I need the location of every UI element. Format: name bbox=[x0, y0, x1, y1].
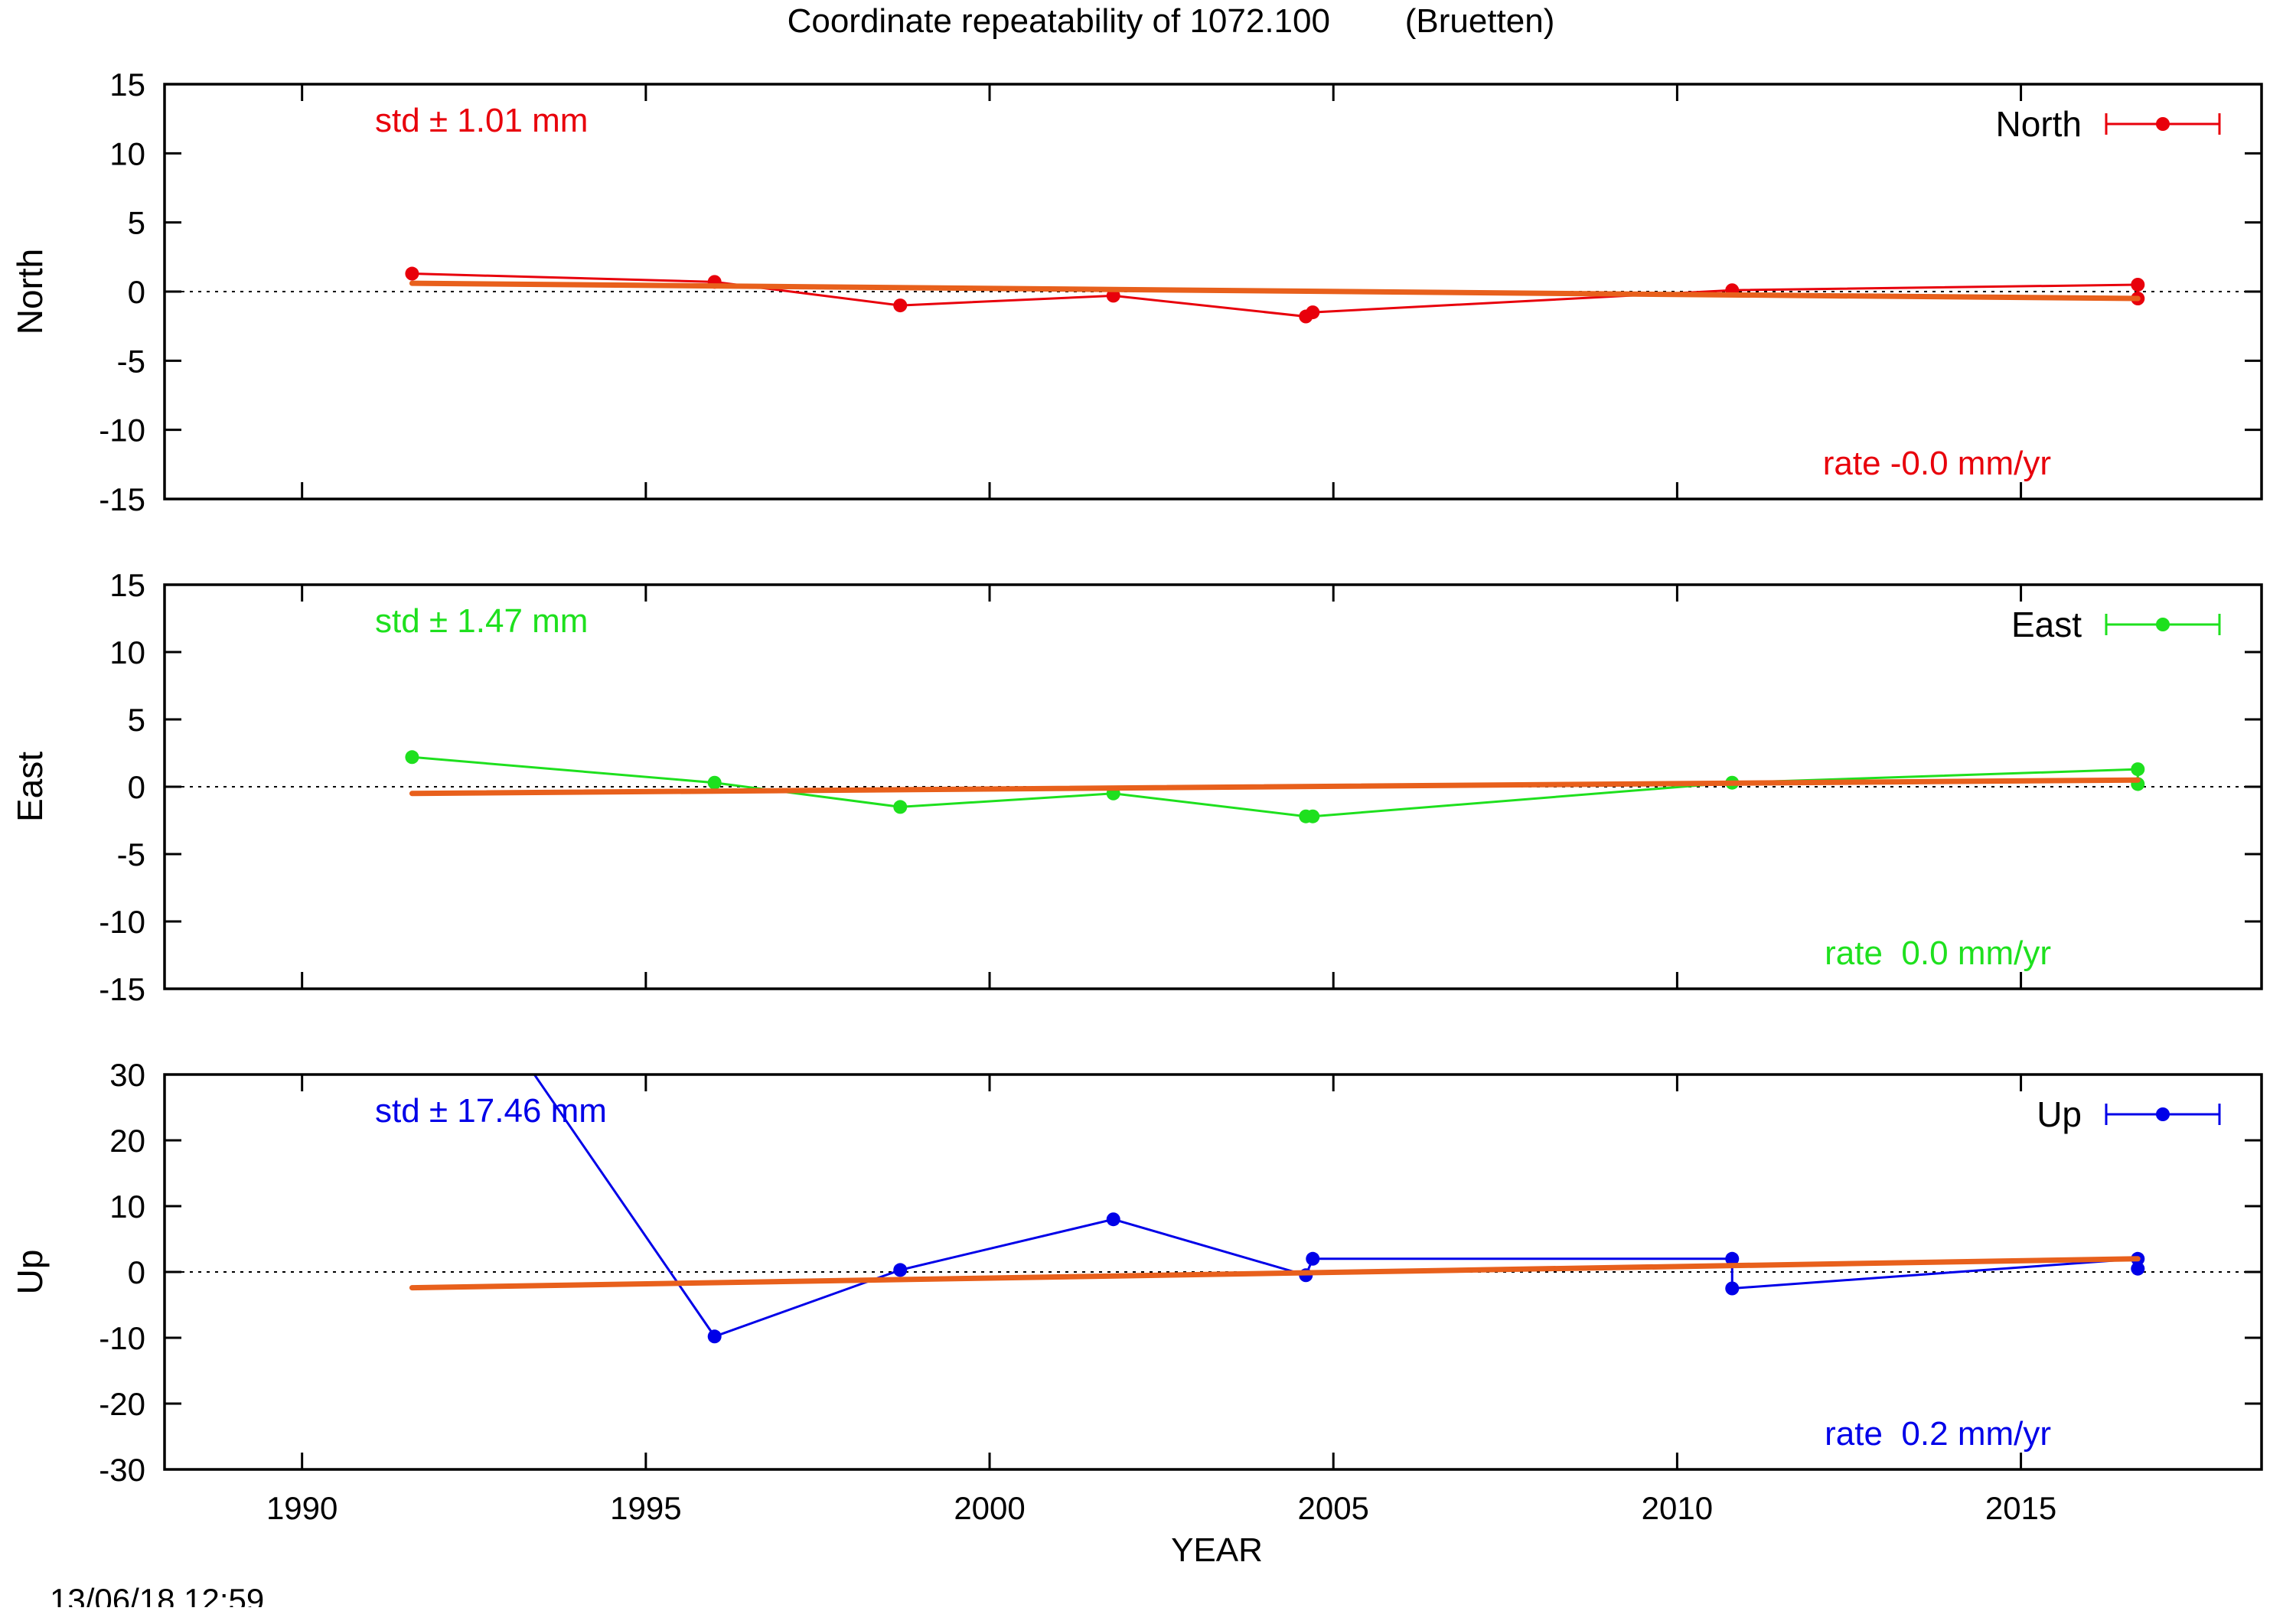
north-legend-label: North bbox=[1996, 104, 2082, 144]
north-ytick-label: 10 bbox=[109, 135, 145, 171]
up-ytick-label: 20 bbox=[109, 1123, 145, 1159]
east-ytick-label: -10 bbox=[99, 904, 145, 940]
east-legend-marker bbox=[2156, 618, 2170, 631]
north-std-annotation: std ± 1.01 mm bbox=[375, 102, 588, 139]
up-legend-marker bbox=[2156, 1107, 2170, 1121]
up-axis-label: Up bbox=[10, 1250, 50, 1295]
timestamp: 13/06/18 12:59 bbox=[50, 1582, 264, 1607]
x-tick-label: 2015 bbox=[1985, 1490, 2056, 1526]
east-data-point bbox=[707, 775, 722, 790]
x-tick-label: 2010 bbox=[1642, 1490, 1713, 1526]
chart-title: Coordinate repeatability of 1072.100 (Br… bbox=[788, 2, 1555, 40]
north-axis-label: North bbox=[10, 249, 50, 334]
up-std-annotation: std ± 17.46 mm bbox=[375, 1092, 607, 1130]
up-data-point bbox=[1106, 1212, 1120, 1227]
x-tick-label: 1990 bbox=[266, 1490, 338, 1526]
north-data-point bbox=[405, 266, 419, 281]
east-data-point bbox=[405, 750, 419, 765]
north-legend-marker bbox=[2156, 117, 2170, 131]
up-ytick-label: 0 bbox=[128, 1254, 145, 1290]
up-ytick-label: -20 bbox=[99, 1386, 145, 1422]
north-data-point bbox=[1306, 305, 1320, 320]
east-ytick-label: 0 bbox=[128, 769, 145, 805]
up-ytick-label: -30 bbox=[99, 1452, 145, 1488]
up-series-line bbox=[533, 1075, 2139, 1339]
north-rate-annotation: rate -0.0 mm/yr bbox=[1823, 445, 2051, 482]
east-data-point bbox=[2131, 762, 2145, 777]
up-rate-annotation: rate 0.2 mm/yr bbox=[1825, 1415, 2051, 1453]
north-plot-frame bbox=[163, 83, 2263, 501]
east-ytick-label: -5 bbox=[117, 836, 145, 872]
east-panel: 15 10 5 0 -5 -10 -15 East std ± 1.47 mm rate 0.0 … bbox=[10, 567, 2263, 1007]
up-ytick-label: -10 bbox=[99, 1320, 145, 1356]
east-legend-label: East bbox=[2011, 605, 2082, 644]
north-ytick-label: 0 bbox=[128, 274, 145, 310]
east-ytick-label: -15 bbox=[99, 971, 145, 1007]
up-trend-line bbox=[409, 1256, 2141, 1291]
up-data-point bbox=[1725, 1281, 1740, 1296]
north-ytick-label: -10 bbox=[99, 413, 145, 448]
east-ytick-label: 5 bbox=[128, 702, 145, 738]
north-ytick-label: -5 bbox=[117, 343, 145, 379]
up-ytick-label: 10 bbox=[109, 1189, 145, 1225]
up-legend-label: Up bbox=[2037, 1094, 2082, 1134]
north-ytick-label: 5 bbox=[128, 205, 145, 241]
x-tick-label: 2005 bbox=[1297, 1490, 1368, 1526]
x-axis-label: YEAR bbox=[1171, 1531, 1263, 1569]
up-plot-frame bbox=[163, 1073, 2263, 1471]
east-ytick-label: 15 bbox=[109, 567, 145, 603]
north-panel: 15 10 5 0 -5 -10 -15 North std ± 1.01 mm rate -0.… bbox=[10, 67, 2263, 517]
east-rate-annotation: rate 0.0 mm/yr bbox=[1825, 934, 2051, 972]
north-ytick-label: 15 bbox=[109, 67, 145, 103]
north-data-point bbox=[1106, 289, 1120, 303]
x-tick-label: 2000 bbox=[954, 1490, 1025, 1526]
north-trend-line bbox=[409, 280, 2141, 302]
up-data-point bbox=[1725, 1251, 1740, 1266]
east-trend-line bbox=[409, 777, 2141, 797]
east-data-point bbox=[1306, 809, 1320, 823]
east-axis-label: East bbox=[10, 752, 50, 822]
up-data-point bbox=[707, 1329, 722, 1344]
up-data-point bbox=[2131, 1261, 2145, 1276]
north-ytick-label: -15 bbox=[99, 481, 145, 517]
up-data-point bbox=[893, 1263, 908, 1277]
north-data-point bbox=[893, 298, 908, 313]
east-ytick-label: 10 bbox=[109, 634, 145, 670]
east-plot-frame bbox=[163, 583, 2263, 990]
x-tick-label: 1995 bbox=[610, 1490, 681, 1526]
up-data-point bbox=[1306, 1251, 1320, 1266]
east-data-point bbox=[893, 800, 908, 814]
north-data-point bbox=[2131, 277, 2145, 292]
east-std-annotation: std ± 1.47 mm bbox=[375, 602, 588, 640]
up-ytick-label: 30 bbox=[109, 1057, 145, 1093]
